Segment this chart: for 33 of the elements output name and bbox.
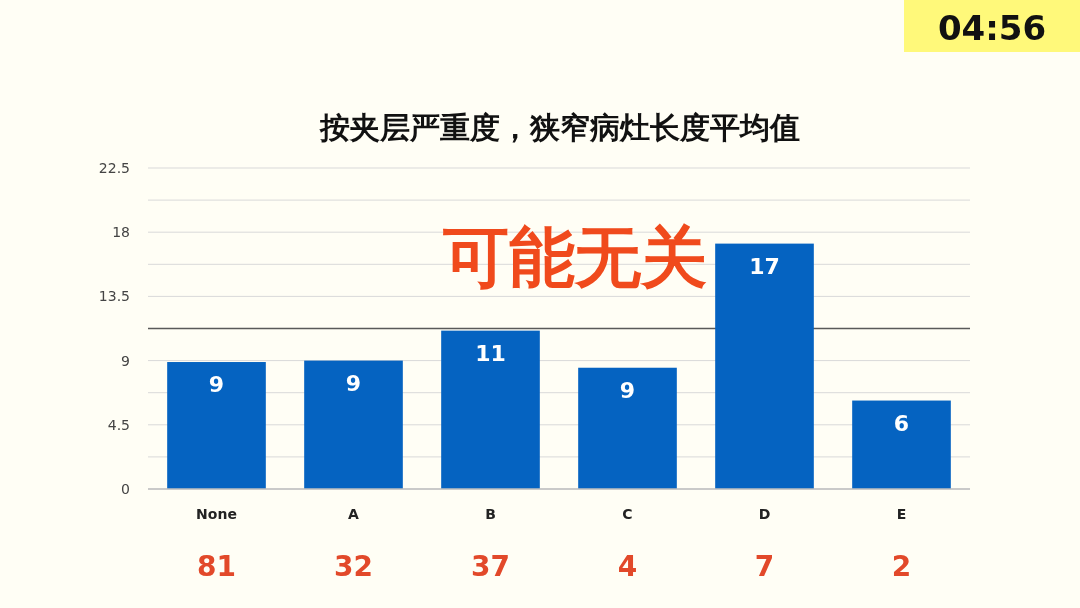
bar	[441, 330, 540, 489]
data-label: 6	[893, 410, 910, 436]
text: 04:56	[937, 8, 1047, 48]
data-label: 11	[475, 340, 506, 366]
x-tick-label: B	[485, 506, 496, 522]
y-tick-label: 9	[121, 352, 130, 369]
data-label: 9	[619, 377, 636, 403]
bar	[715, 243, 814, 489]
y-tick-label: 0	[121, 481, 130, 497]
chart-title: 按夹层严重度，狭窄病灶长度平均值	[319, 110, 800, 145]
bar	[304, 360, 403, 489]
text: 32	[334, 550, 373, 583]
text: 7	[754, 550, 775, 583]
bar	[578, 367, 677, 489]
annotation: 可能无关	[442, 219, 707, 296]
y-tick-label: 13.5	[98, 288, 130, 305]
x-tick-label: A	[348, 506, 360, 522]
x-tick-label: None	[196, 506, 237, 522]
data-label: 9	[345, 370, 362, 396]
y-tick-label: 22.5	[98, 160, 130, 176]
x-tick-label: D	[758, 506, 771, 522]
y-tick-label: 18	[112, 224, 130, 241]
bar	[167, 362, 266, 489]
text: 2	[891, 550, 912, 583]
data-label: 17	[749, 253, 780, 279]
x-tick-label: E	[896, 506, 907, 522]
data-label: 9	[208, 372, 225, 398]
bar	[852, 400, 951, 489]
y-tick-label: 4.5	[107, 416, 130, 433]
text: 37	[471, 550, 510, 583]
text: 4	[617, 550, 638, 583]
text: 81	[197, 550, 236, 583]
x-tick-label: C	[622, 506, 633, 522]
